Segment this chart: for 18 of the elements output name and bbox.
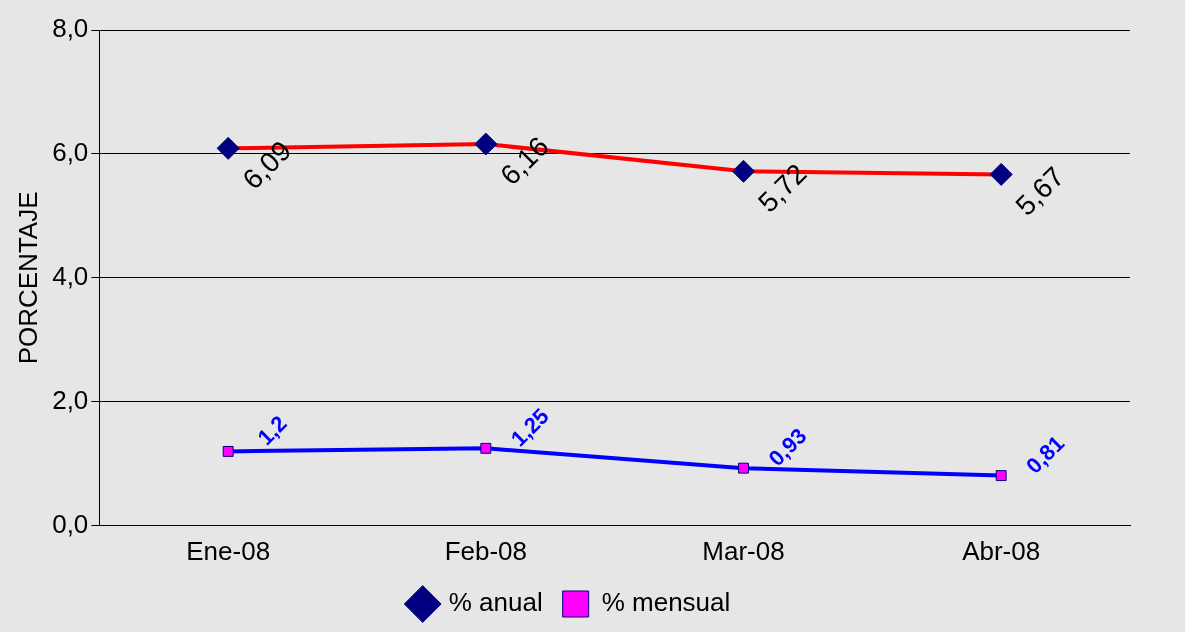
y-tick-label: 2,0 xyxy=(52,385,89,416)
data-label: 1,2 xyxy=(252,410,292,451)
y-tick-label: 6,0 xyxy=(52,137,89,168)
y-tick-label: 8,0 xyxy=(52,13,89,44)
x-tick-label: Ene-08 xyxy=(186,535,271,566)
data-label: 6,16 xyxy=(494,130,555,191)
data-label: 6,09 xyxy=(236,134,298,196)
y-tick-label: 4,0 xyxy=(52,261,89,292)
x-tick-label: Feb-08 xyxy=(444,535,528,566)
data-label: 5,72 xyxy=(752,157,813,219)
y-axis-title: PORCENTAJE xyxy=(12,191,43,365)
y-tick-label: 0,0 xyxy=(52,508,89,539)
data-label: 0,93 xyxy=(763,423,812,472)
legend-label: % mensual xyxy=(601,587,731,618)
legend-label: % anual xyxy=(448,587,543,618)
data-label: 0,81 xyxy=(1021,430,1070,479)
x-tick-label: Abr-08 xyxy=(962,535,1041,566)
x-tick-label: Mar-08 xyxy=(702,535,785,566)
